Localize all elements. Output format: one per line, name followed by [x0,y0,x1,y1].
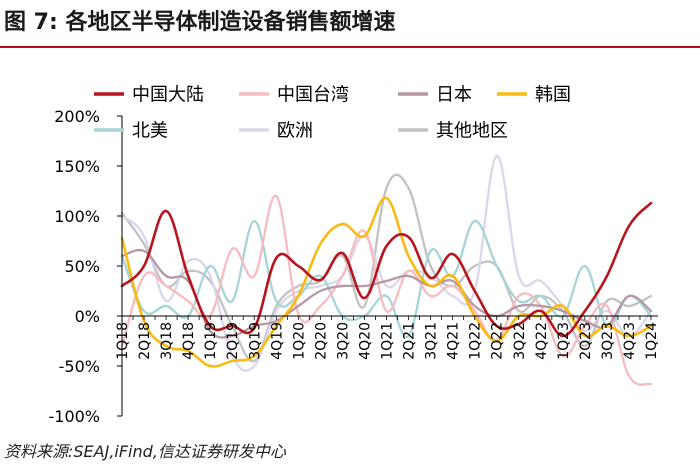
x-tick-label: 4Q20 [357,322,373,360]
legend-label-1: 中国大陆 [132,85,204,106]
x-tick-label: 2Q19 [225,322,241,360]
series-line-3 [120,248,653,339]
x-tick-label: 4Q18 [181,322,197,360]
legend-label-7: 其他地区 [436,121,508,142]
legend-label-2: 中国台湾 [277,85,349,106]
series-line-1 [120,201,653,338]
series-line-6 [120,154,653,372]
x-tick-label: 3Q20 [335,322,351,360]
x-tick-label: 3Q18 [159,322,175,360]
x-tick-label: 2Q18 [137,322,153,360]
x-tick-label: 2Q22 [490,322,506,360]
series-line-4 [120,196,653,368]
x-tick-label: 1Q23 [556,322,572,360]
x-tick-label: 4Q22 [534,322,550,360]
y-tick-label: 100% [54,207,100,226]
legend-label-5: 北美 [132,121,168,142]
x-tick-label: 1Q18 [115,322,131,360]
x-tick-label: 2Q23 [578,322,594,360]
x-tick-label: 2Q21 [402,322,418,360]
series-line-2 [120,194,653,386]
legend-label-4: 韩国 [535,85,571,106]
figure-title-text: 各地区半导体制造设备销售额增速 [65,10,396,35]
x-tick-label: 1Q19 [203,322,219,360]
x-tick-label: 4Q19 [269,322,285,360]
x-tick-label: 1Q22 [468,322,484,360]
x-tick-label: 1Q24 [644,322,660,360]
source-note: 资料来源:SEAJ,iFind,信达证券研发中心 [4,442,286,461]
x-tick-label: 3Q22 [512,322,528,360]
y-tick-label: 150% [54,157,100,176]
legend-label-6: 欧洲 [277,121,313,142]
x-tick-label: 3Q21 [424,322,440,360]
x-tick-label: 1Q21 [380,322,396,360]
legend-label-3: 日本 [436,85,472,106]
x-tick-label: 3Q19 [247,322,263,360]
figure-title: 图 7: 各地区半导体制造设备销售额增速 [4,4,694,42]
title-rule [0,46,700,48]
x-tick-label: 3Q23 [600,322,616,360]
y-tick-label: 200% [54,107,100,126]
y-tick-label: -100% [48,407,100,426]
figure-label: 图 7: [4,10,58,35]
x-tick-label: 4Q23 [622,322,638,360]
x-tick-label: 2Q20 [313,322,329,360]
y-tick-label: -50% [59,357,100,376]
x-tick-label: 1Q20 [291,322,307,360]
y-tick-label: 0% [75,307,100,326]
x-tick-label: 4Q21 [446,322,462,360]
y-tick-label: 50% [64,257,100,276]
